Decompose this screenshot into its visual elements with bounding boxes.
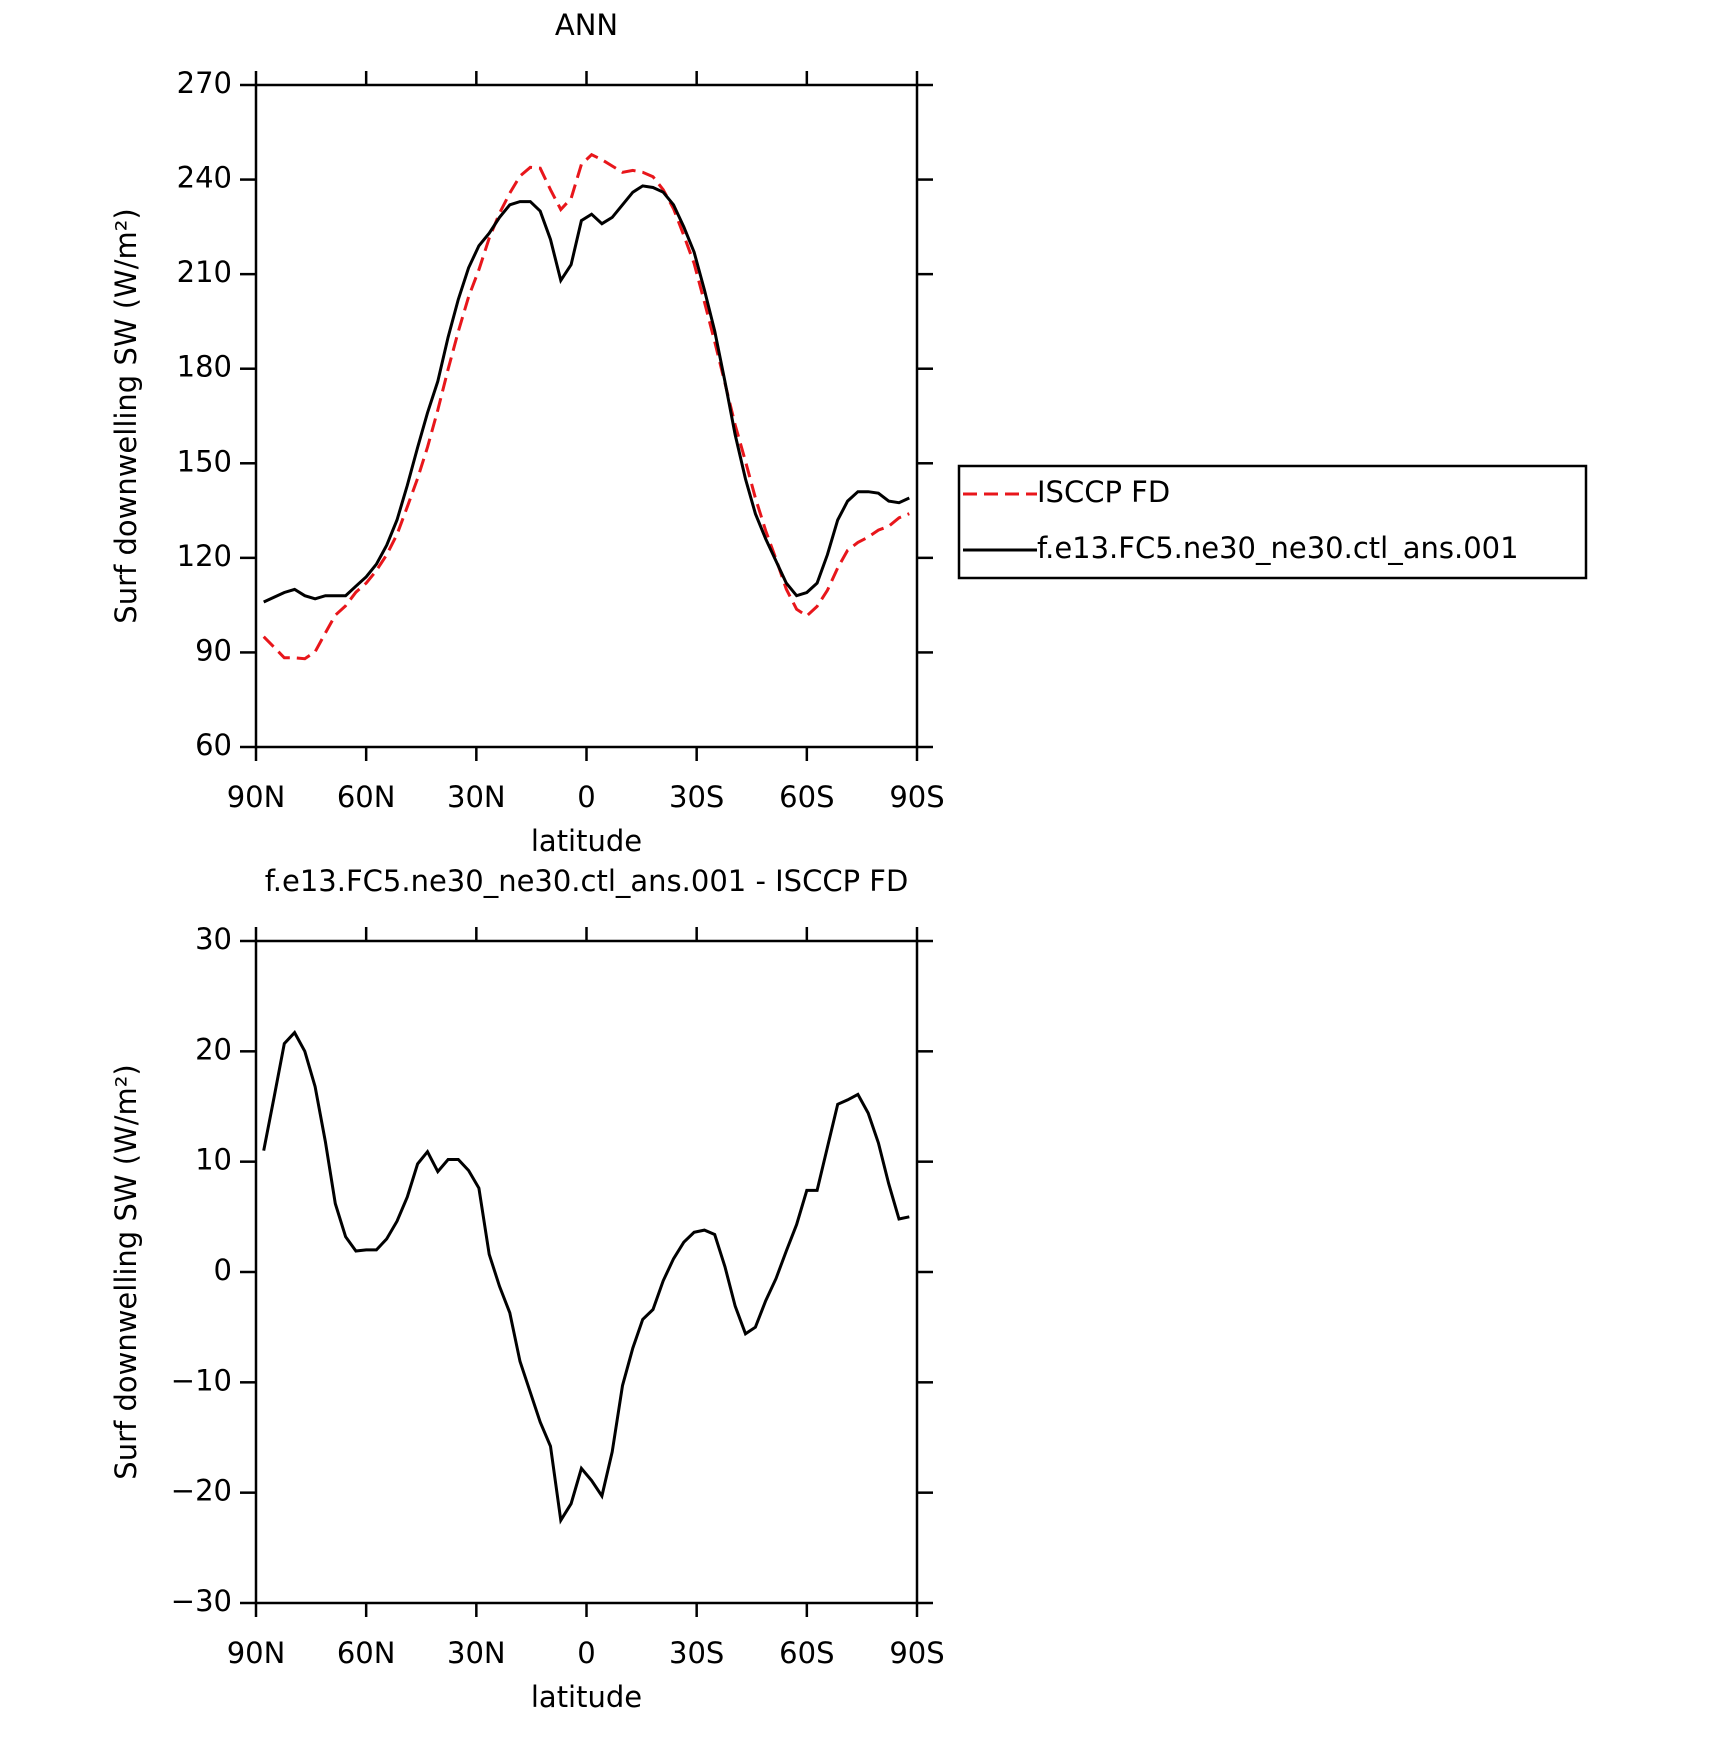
- chart-title: ANN: [555, 8, 618, 42]
- x-tick-label: 90N: [227, 1636, 286, 1670]
- chart-title: f.e13.FC5.ne30_ne30.ctl_ans.001 - ISCCP …: [265, 864, 909, 898]
- legend-label: f.e13.FC5.ne30_ne30.ctl_ans.001: [1037, 531, 1519, 565]
- y-tick-label: 210: [177, 255, 232, 289]
- y-tick-label: −10: [171, 1363, 232, 1397]
- y-axis-label: Surf downwelling SW (W/m²): [109, 1064, 143, 1479]
- x-tick-label: 30N: [447, 780, 506, 814]
- x-tick-label: 60N: [337, 1636, 396, 1670]
- y-axis-label: Surf downwelling SW (W/m²): [109, 208, 143, 623]
- data-line: [262, 1030, 910, 1525]
- y-tick-label: 30: [195, 922, 232, 956]
- y-tick-label: 240: [177, 161, 232, 195]
- data-line: [262, 152, 910, 661]
- y-tick-label: 150: [177, 444, 232, 478]
- x-tick-label: 30N: [447, 1636, 506, 1670]
- plot-frame: [254, 83, 919, 749]
- x-tick-label: 60S: [779, 1636, 834, 1670]
- y-tick-label: −20: [171, 1474, 232, 1508]
- legend-label: ISCCP FD: [1037, 475, 1170, 509]
- x-tick-label: 0: [577, 1636, 595, 1670]
- y-tick-label: 60: [195, 728, 232, 762]
- x-tick-label: 60S: [779, 780, 834, 814]
- y-tick-label: 20: [195, 1032, 232, 1066]
- y-tick-label: −30: [171, 1584, 232, 1618]
- x-tick-label: 90S: [889, 780, 944, 814]
- x-tick-label: 0: [577, 780, 595, 814]
- x-axis-label: latitude: [531, 1680, 642, 1714]
- x-tick-label: 30S: [669, 1636, 724, 1670]
- data-line: [263, 184, 910, 604]
- x-tick-label: 30S: [669, 780, 724, 814]
- x-axis-label: latitude: [531, 824, 642, 858]
- x-tick-label: 60N: [337, 780, 396, 814]
- y-tick-label: 90: [195, 633, 232, 667]
- x-tick-label: 90S: [889, 1636, 944, 1670]
- plot-frame: [254, 939, 919, 1605]
- y-tick-label: 270: [177, 66, 232, 100]
- legend-box: [957, 464, 1588, 580]
- y-tick-label: 180: [177, 350, 232, 384]
- y-tick-label: 120: [177, 539, 232, 573]
- x-tick-label: 90N: [227, 780, 286, 814]
- y-tick-label: 0: [214, 1253, 232, 1287]
- y-tick-label: 10: [195, 1143, 232, 1177]
